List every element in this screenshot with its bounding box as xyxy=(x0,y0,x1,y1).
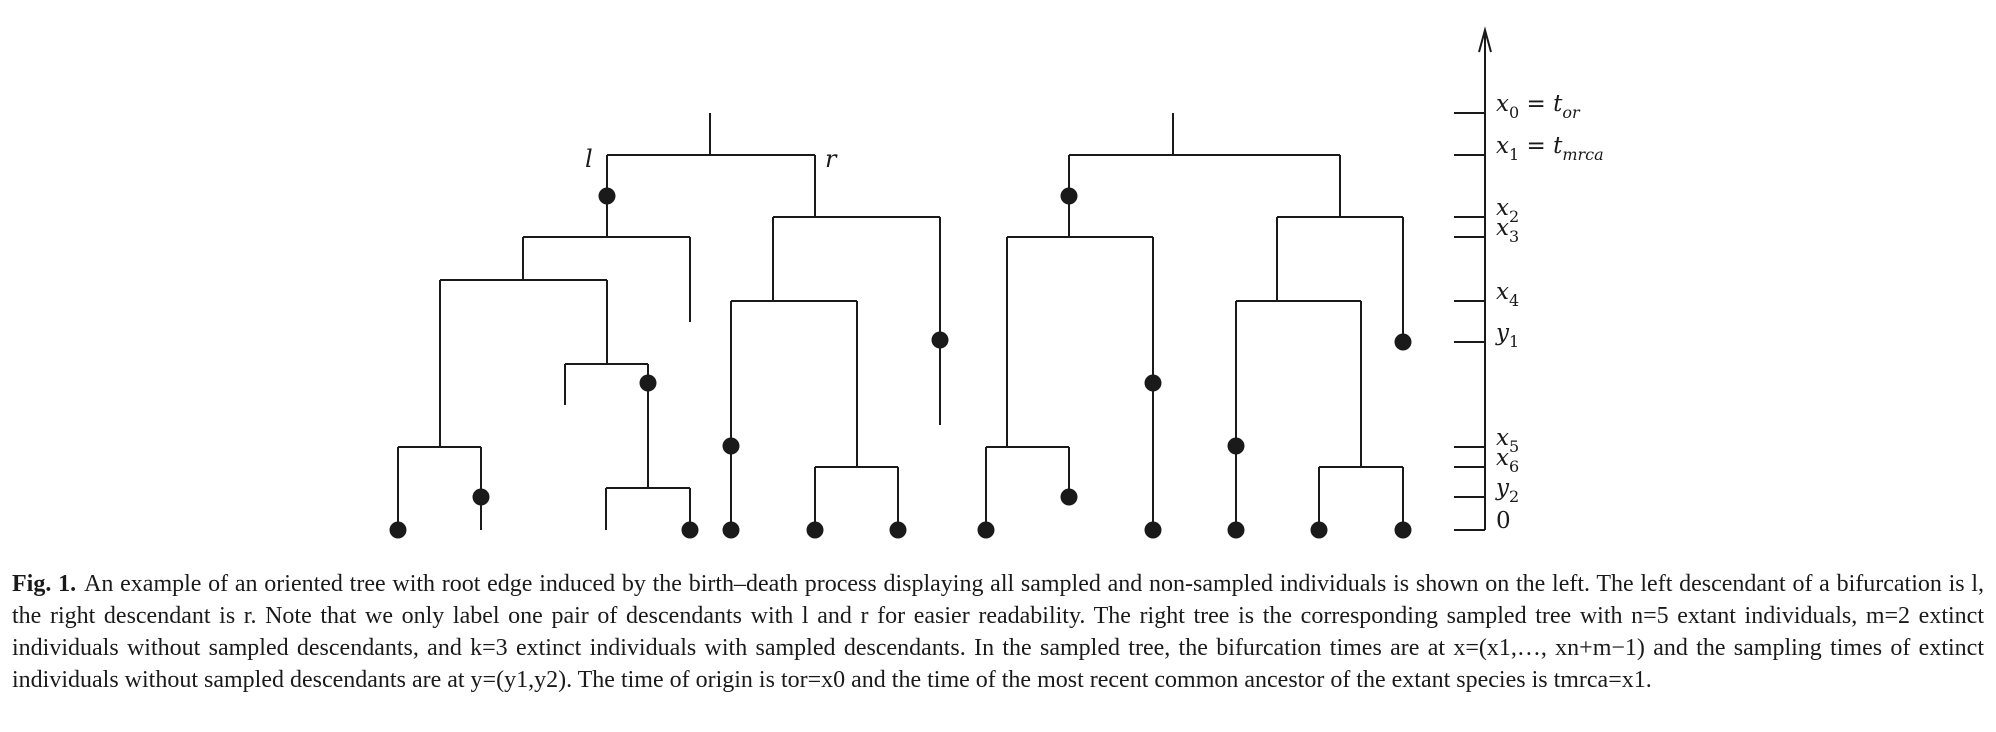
axis-tick-label: x1 = tmrca xyxy=(1496,133,1604,164)
axis-tick-label: x3 xyxy=(1496,215,1519,246)
leaf-node xyxy=(681,521,699,539)
figure-caption-label: Fig. 1. xyxy=(12,571,77,597)
sampled-node xyxy=(598,187,616,205)
leaf-node xyxy=(1227,521,1245,539)
axis-tick-label: 0 xyxy=(1496,508,1511,534)
axis-tick-label: x2 xyxy=(1496,195,1519,226)
axis-tick-label: x6 xyxy=(1496,445,1519,476)
axis-tick-label: y2 xyxy=(1495,475,1519,506)
axis-tick-label: x4 xyxy=(1496,279,1519,310)
sampled-node xyxy=(931,331,949,349)
sampled-node xyxy=(1060,187,1078,205)
sampled-node xyxy=(722,437,740,455)
sampled-node xyxy=(1144,374,1162,392)
sampled-node xyxy=(472,488,490,506)
right-descendant-label: r xyxy=(825,145,838,173)
axis-tick-label: y1 xyxy=(1495,320,1519,351)
sampled-node xyxy=(1394,333,1412,351)
sampled-node xyxy=(639,374,657,392)
axis-tick-label: x0 = tor xyxy=(1496,91,1581,122)
leaf-node xyxy=(1310,521,1328,539)
leaf-node xyxy=(722,521,740,539)
leaf-node xyxy=(977,521,995,539)
left-descendant-label: l xyxy=(585,145,593,173)
figure-caption: Fig. 1. An example of an oriented tree wi… xyxy=(12,568,1984,696)
sampled-node xyxy=(1227,437,1245,455)
figure-caption-text: An example of an oriented tree with root… xyxy=(12,571,1985,693)
phylogenetic-tree-figure: l r xyxy=(389,26,1604,539)
axis-tick-label: x5 xyxy=(1496,425,1519,456)
leaf-node xyxy=(806,521,824,539)
leaf-node xyxy=(1394,521,1412,539)
leaf-node xyxy=(889,521,907,539)
leaf-node xyxy=(1144,521,1162,539)
right-tree xyxy=(977,113,1412,539)
sampled-node xyxy=(1060,488,1078,506)
left-tree: l r xyxy=(389,113,949,539)
leaf-node xyxy=(389,521,407,539)
